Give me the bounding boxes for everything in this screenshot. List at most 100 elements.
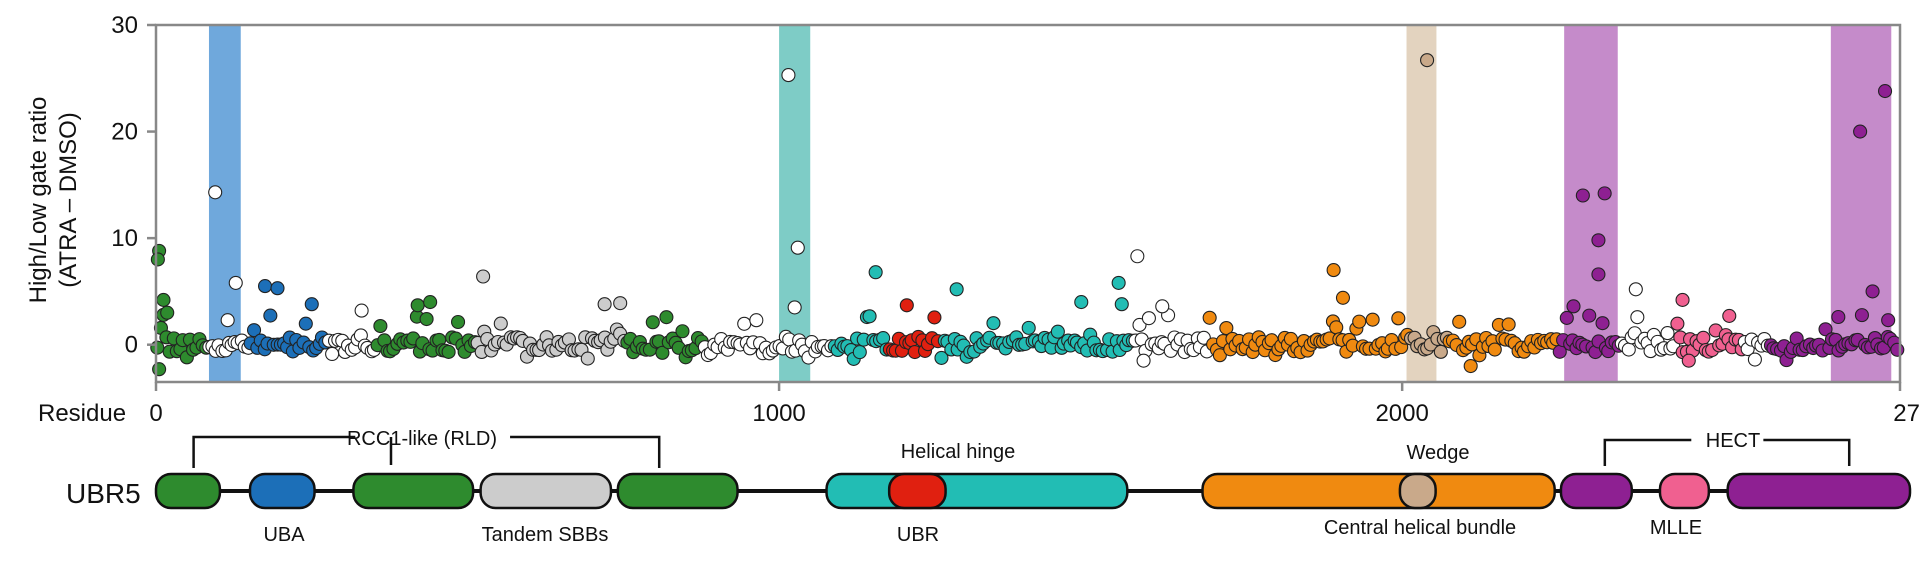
data-point [1597, 186, 1612, 201]
y-axis-title-line1: High/Low gate ratio [25, 97, 52, 304]
data-point [1212, 348, 1227, 363]
data-point [1202, 310, 1217, 325]
y-tick-label: 30 [111, 12, 138, 39]
data-point [220, 313, 235, 328]
data-point [246, 323, 262, 338]
data-point [1881, 313, 1896, 328]
data-point [1853, 124, 1868, 139]
data-point [580, 351, 595, 366]
data-point [451, 314, 466, 330]
hect-bracket [1603, 438, 1851, 466]
domain-box-2 [352, 472, 475, 510]
data-point [749, 313, 764, 328]
data-point [1591, 233, 1606, 248]
data-point [613, 296, 628, 311]
data-point [1501, 317, 1516, 332]
data-point [1420, 53, 1435, 68]
highlight-band-1 [779, 25, 811, 382]
data-point [1155, 299, 1170, 314]
data-point [152, 362, 167, 377]
ubr-label: UBR [897, 524, 939, 546]
data-point [1487, 342, 1502, 357]
domain-box-3 [479, 472, 613, 510]
data-point [986, 316, 1001, 331]
protein-name: UBR5 [66, 478, 141, 509]
data-point [1621, 342, 1636, 357]
highlight-band-0 [208, 25, 241, 382]
domain-box-1 [248, 472, 316, 510]
data-point [675, 324, 690, 339]
data-point [1559, 310, 1574, 325]
data-point [1352, 314, 1367, 329]
data-point [1335, 290, 1351, 305]
data-point [1854, 308, 1869, 323]
domain-box-10 [1658, 472, 1711, 510]
domain-boxes [154, 472, 1912, 510]
data-point [150, 252, 165, 267]
data-point [373, 318, 388, 334]
data-point [257, 279, 273, 294]
domain-box-11 [1726, 472, 1912, 510]
data-point [410, 298, 425, 313]
data-point [659, 310, 674, 325]
data-point [1391, 311, 1406, 326]
data-point [1452, 314, 1467, 329]
data-point [1630, 310, 1645, 325]
highlight-band-4 [1830, 25, 1892, 382]
x-tick-label: 2000 [1375, 400, 1428, 427]
data-point [1463, 358, 1478, 374]
data-point [927, 310, 942, 325]
highlight-band-2 [1406, 25, 1437, 382]
data-point [1660, 326, 1675, 341]
x-tick-label: 2799 [1893, 400, 1920, 427]
data-point [1111, 275, 1126, 290]
data-point [1722, 308, 1737, 323]
data-point [1675, 292, 1690, 307]
data-point [1021, 320, 1036, 335]
data-point [1433, 344, 1448, 359]
data-point [645, 315, 660, 330]
data-point [781, 68, 796, 83]
data-point [493, 316, 508, 331]
protein-map: UBR5 RCC1-like (RLD) UBA Tandem SBBs Hel… [66, 428, 1912, 546]
domain-box-0 [154, 472, 222, 510]
data-point [1670, 316, 1685, 331]
hect-label: HECT [1706, 430, 1760, 452]
data-point [1681, 353, 1696, 368]
x-tick-label: 1000 [752, 400, 805, 427]
domain-box-9 [1559, 472, 1634, 510]
data-point [899, 298, 914, 313]
y-tick-label: 0 [125, 332, 138, 359]
data-point [1696, 330, 1711, 345]
domain-box-4 [616, 472, 739, 510]
data-point [1132, 317, 1147, 332]
domain-box-8 [1398, 472, 1437, 510]
data-point [1141, 311, 1156, 326]
x-tick-label: 0 [149, 400, 162, 427]
data-point [298, 316, 313, 331]
data-point [160, 305, 175, 320]
data-point [208, 185, 223, 200]
data-point [1591, 267, 1606, 282]
data-point [949, 282, 964, 297]
chart: 0 10 20 30 0 1000 2000 2799 High/Low gate rati… [25, 12, 1920, 427]
data-point [868, 265, 883, 280]
data-point [737, 316, 752, 331]
domain-box-7 [1201, 472, 1556, 510]
data-point [1865, 284, 1880, 299]
plot-frame [154, 23, 1902, 384]
y-tick-label: 20 [111, 119, 138, 146]
data-point [597, 297, 612, 312]
data-point [1329, 320, 1344, 335]
data-point [441, 344, 456, 360]
data-point [325, 346, 340, 362]
highlight-band-3 [1564, 25, 1618, 382]
data-point [1219, 320, 1234, 336]
data-point [1582, 308, 1597, 323]
data-point [263, 308, 278, 323]
helical-hinge-label: Helical hinge [901, 441, 1016, 463]
data-point [1365, 312, 1380, 327]
x-axis-title: Residue [38, 400, 126, 427]
data-point [1818, 322, 1833, 337]
